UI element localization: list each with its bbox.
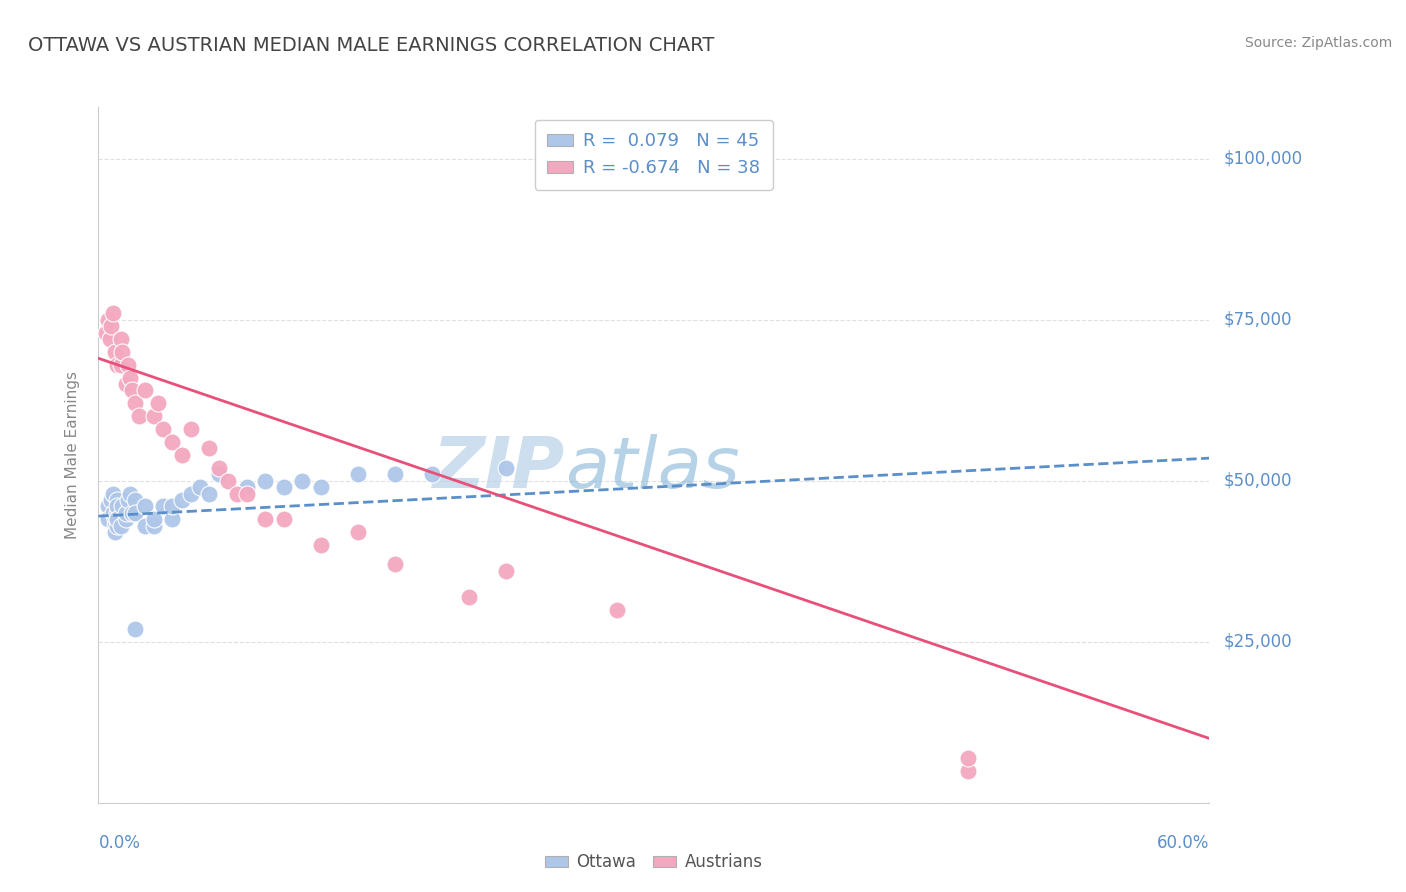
Point (384, 558, 406, 572)
Text: atlas: atlas (565, 434, 740, 503)
Point (198, 486, 221, 500)
Point (110, 332, 132, 346)
Point (115, 512, 138, 526)
Point (291, 474, 314, 488)
Point (97, 312, 120, 326)
Point (115, 377, 138, 392)
Text: $100,000: $100,000 (1223, 150, 1302, 168)
Point (105, 512, 128, 526)
Point (217, 474, 239, 488)
Point (384, 467, 406, 482)
Point (118, 370, 141, 384)
Point (170, 448, 193, 462)
Point (143, 409, 166, 424)
Point (180, 486, 202, 500)
Text: Source: ZipAtlas.com: Source: ZipAtlas.com (1244, 36, 1392, 50)
Point (208, 460, 231, 475)
Point (152, 422, 174, 436)
Point (253, 474, 276, 488)
Point (226, 486, 249, 500)
Point (104, 512, 127, 526)
Point (100, 319, 122, 334)
Point (309, 480, 332, 494)
Point (346, 467, 368, 482)
Point (208, 467, 231, 482)
Point (273, 512, 295, 526)
Point (134, 518, 156, 533)
Point (162, 512, 184, 526)
Point (103, 486, 125, 500)
Text: $75,000: $75,000 (1223, 310, 1292, 328)
Point (105, 518, 128, 533)
Point (111, 344, 134, 359)
Point (97, 500, 120, 514)
Point (121, 384, 143, 398)
Point (188, 480, 211, 494)
Point (104, 518, 127, 533)
Point (420, 467, 443, 482)
Text: 0.0%: 0.0% (98, 834, 141, 852)
Text: $25,000: $25,000 (1223, 632, 1292, 651)
Point (121, 506, 143, 520)
Point (606, 602, 628, 616)
Point (957, 750, 980, 764)
Text: 60.0%: 60.0% (1157, 834, 1209, 852)
Point (495, 564, 517, 578)
Point (105, 493, 128, 508)
Point (198, 442, 221, 456)
Point (100, 493, 122, 508)
Point (103, 306, 125, 320)
Point (124, 493, 146, 508)
Point (457, 590, 479, 604)
Point (346, 525, 368, 540)
Point (957, 764, 980, 778)
Legend: Ottawa, Austrians: Ottawa, Austrians (538, 847, 769, 878)
Point (94, 326, 117, 340)
Point (235, 486, 257, 500)
Point (104, 344, 127, 359)
Point (152, 500, 174, 514)
Point (103, 506, 125, 520)
Text: OTTAWA VS AUSTRIAN MEDIAN MALE EARNINGS CORRELATION CHART: OTTAWA VS AUSTRIAN MEDIAN MALE EARNINGS … (28, 36, 714, 54)
Point (162, 435, 184, 450)
Point (143, 518, 166, 533)
Point (115, 506, 138, 520)
Point (309, 538, 332, 552)
Point (118, 486, 141, 500)
Point (124, 396, 146, 410)
Point (253, 512, 276, 526)
Point (170, 493, 193, 508)
Point (235, 480, 257, 494)
Point (146, 396, 169, 410)
Point (97, 512, 120, 526)
Point (105, 500, 128, 514)
Point (117, 493, 139, 508)
Point (180, 422, 202, 436)
Point (134, 500, 156, 514)
Point (105, 506, 128, 520)
Point (105, 512, 128, 526)
Point (124, 506, 146, 520)
Point (134, 384, 156, 398)
Point (162, 500, 184, 514)
Point (110, 518, 132, 533)
Point (111, 500, 134, 514)
Point (105, 358, 128, 372)
Y-axis label: Median Male Earnings: Median Male Earnings (65, 371, 80, 539)
Point (495, 460, 517, 475)
Point (143, 512, 166, 526)
Point (117, 358, 139, 372)
Point (104, 525, 127, 540)
Text: $50,000: $50,000 (1223, 472, 1292, 490)
Point (110, 358, 132, 372)
Point (128, 409, 150, 424)
Text: ZIP: ZIP (433, 434, 565, 503)
Point (273, 480, 295, 494)
Point (124, 622, 146, 636)
Point (98, 332, 121, 346)
